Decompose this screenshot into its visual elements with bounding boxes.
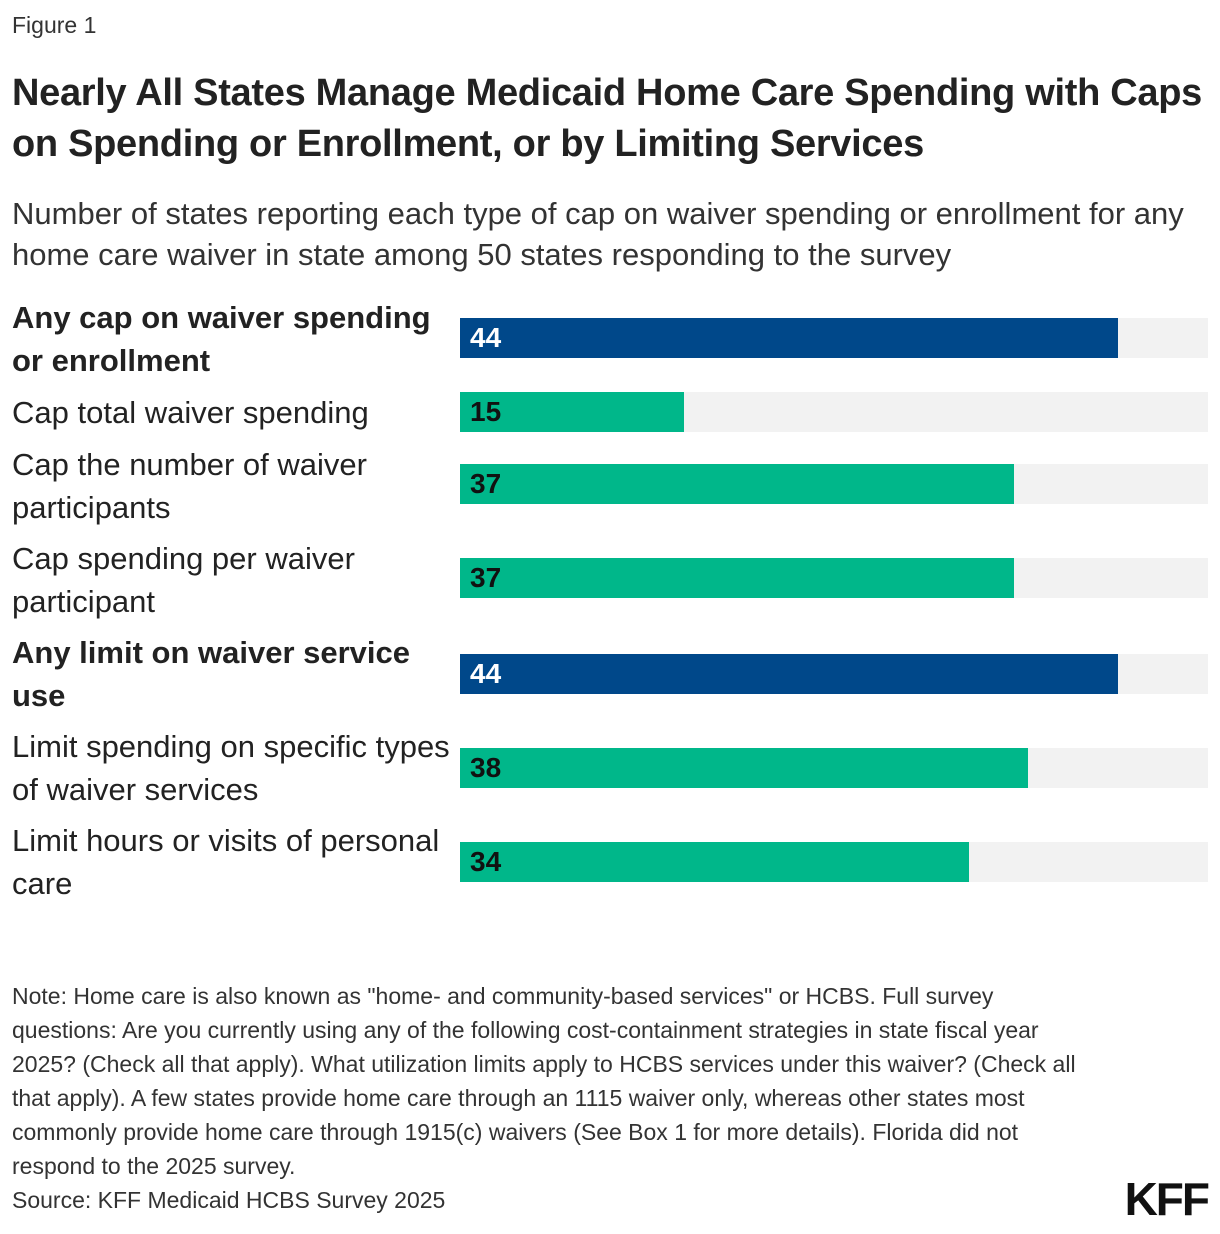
- bar-value-label: 34: [470, 846, 502, 877]
- category-label: Any cap on waiver spending or enrollment: [12, 300, 431, 378]
- bar-value-label: 37: [470, 468, 502, 499]
- bar: [460, 654, 1118, 694]
- bar-value-label: 44: [470, 322, 502, 353]
- bar-track: 37: [460, 558, 1208, 598]
- bar-track: 44: [460, 318, 1208, 358]
- chart-source: Source: KFF Medicaid HCBS Survey 2025: [12, 1187, 446, 1213]
- bar: [460, 392, 684, 432]
- bar: [460, 464, 1014, 504]
- bar: [460, 558, 1014, 598]
- figure-label: Figure 1: [12, 12, 97, 38]
- category-label: Cap spending per waiver participant: [12, 541, 355, 619]
- bar-track: 37: [460, 464, 1208, 504]
- bar-track: 15: [460, 392, 1208, 432]
- bar-value-label: 37: [470, 562, 502, 593]
- chart-title: Nearly All States Manage Medicaid Home C…: [12, 72, 1202, 165]
- bar: [460, 842, 969, 882]
- bar-value-label: 44: [470, 658, 502, 689]
- bar: [460, 748, 1028, 788]
- bar-value-label: 38: [470, 752, 502, 783]
- chart-note: Note: Home care is also known as "home- …: [12, 983, 1076, 1179]
- bar-track: 44: [460, 654, 1208, 694]
- kff-logo: KFF: [1124, 1173, 1210, 1225]
- bar-track: 34: [460, 842, 1208, 882]
- bar-value-label: 15: [470, 396, 502, 427]
- category-label: Any limit on waiver service use: [12, 635, 411, 713]
- category-label: Cap the number of waiver participants: [12, 447, 367, 525]
- bar: [460, 318, 1118, 358]
- category-label: Limit spending on specific types of waiv…: [12, 729, 450, 807]
- chart-subtitle: Number of states reporting each type of …: [12, 196, 1184, 272]
- category-label: Limit hours or visits of personal care: [12, 823, 440, 901]
- category-label: Cap total waiver spending: [12, 395, 369, 430]
- bar-track: 38: [460, 748, 1208, 788]
